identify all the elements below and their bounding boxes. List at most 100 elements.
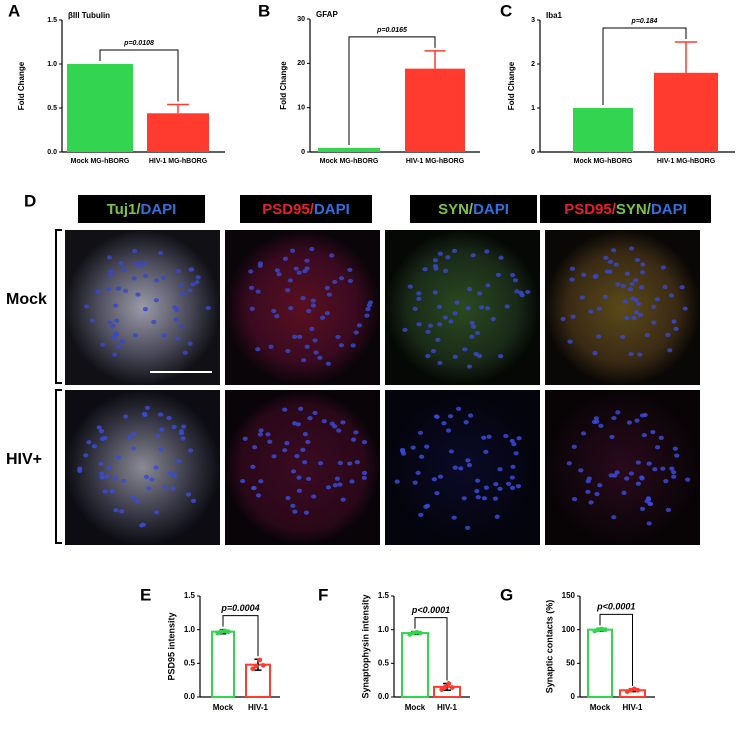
nucleus	[267, 439, 273, 444]
chart-title: Iba1	[546, 11, 563, 20]
nucleus	[505, 481, 512, 486]
y-tick-label: 0	[531, 149, 535, 156]
nucleus	[317, 461, 324, 466]
nucleus	[194, 280, 200, 285]
nucleus	[615, 410, 621, 415]
nucleus	[669, 466, 675, 471]
nucleus	[485, 306, 491, 311]
x-tick-label: HIV-1	[622, 703, 643, 712]
channel-label-part: SYN/	[616, 201, 652, 218]
nucleus	[654, 297, 661, 302]
nucleus	[642, 412, 648, 418]
nucleus	[324, 311, 330, 316]
nucleus	[91, 444, 98, 449]
bar	[147, 113, 209, 152]
nucleus	[629, 246, 635, 251]
nucleus	[187, 288, 193, 293]
nucleus	[290, 469, 297, 474]
nucleus	[422, 267, 428, 272]
nucleus	[255, 289, 261, 294]
nucleus	[454, 300, 460, 305]
nucleus	[112, 303, 119, 308]
nucleus	[274, 314, 280, 319]
nucleus	[153, 510, 160, 515]
x-tick-label: HIV-1 MG-hBORG	[406, 158, 465, 165]
nucleus	[300, 296, 306, 301]
nucleus	[282, 448, 288, 453]
channel-label-part: DAPI	[141, 201, 177, 218]
nucleus	[682, 306, 688, 311]
nucleus	[176, 459, 182, 464]
nucleus	[112, 476, 118, 481]
nucleus	[325, 361, 331, 366]
nucleus	[483, 449, 489, 455]
nucleus	[311, 494, 317, 499]
nucleus	[646, 521, 652, 526]
nucleus	[301, 358, 307, 363]
nucleus	[580, 431, 587, 436]
nucleus	[187, 341, 193, 346]
nucleus	[412, 306, 418, 311]
nucleus	[168, 471, 174, 476]
nucleus	[674, 453, 680, 458]
nucleus	[451, 515, 457, 520]
nucleus	[292, 509, 298, 514]
nucleus	[611, 248, 617, 253]
nucleus	[486, 434, 492, 439]
p-value: p=0.0165	[376, 27, 407, 34]
nucleus	[119, 339, 125, 344]
y-tick-label: 50	[566, 658, 575, 667]
y-tick-label: 0.5	[47, 105, 57, 112]
nucleus	[671, 319, 677, 324]
nucleus	[104, 474, 110, 479]
nucleus	[96, 425, 102, 430]
nucleus	[466, 364, 473, 369]
nucleus	[336, 428, 342, 433]
nucleus	[106, 255, 113, 260]
nucleus	[627, 287, 634, 292]
nucleus	[566, 461, 572, 466]
panel-d: D Tuj1/DAPI PSD95/DAPI SYN/DAPI PSD95/SYN/DA…	[6, 191, 711, 545]
error-bar	[424, 50, 446, 69]
nucleus	[462, 347, 468, 352]
nucleus	[304, 344, 310, 349]
panel-letter: A	[8, 1, 20, 20]
nucleus	[159, 427, 165, 432]
y-axis-label: Fold Change	[507, 61, 516, 110]
nucleus	[437, 474, 444, 479]
nucleus	[306, 476, 312, 482]
channel-label-part: DAPI	[314, 201, 350, 218]
nucleus	[174, 307, 180, 313]
nucleus	[295, 422, 301, 427]
nucleus	[310, 298, 316, 303]
nucleus	[142, 307, 149, 312]
nucleus	[111, 335, 117, 341]
nucleus	[620, 334, 626, 340]
nucleus	[469, 320, 475, 326]
micrograph	[225, 390, 380, 545]
nucleus	[171, 424, 177, 430]
nucleus	[624, 271, 630, 276]
nucleus	[296, 488, 303, 493]
nucleus	[268, 344, 274, 349]
nucleus	[171, 473, 178, 478]
nucleus	[178, 431, 185, 436]
nucleus	[312, 410, 318, 416]
nucleus	[187, 448, 194, 453]
nucleus	[257, 432, 263, 437]
chart-title: GFAP	[316, 10, 338, 19]
nucleus	[467, 413, 474, 418]
nucleus	[607, 259, 613, 264]
y-tick-label: 2	[531, 61, 535, 68]
nucleus	[98, 461, 104, 466]
nucleus	[361, 439, 368, 445]
y-tick-label: 20	[297, 60, 305, 67]
nucleus	[570, 314, 576, 319]
channel-label-box	[410, 195, 537, 223]
nucleus	[132, 333, 138, 338]
nucleus	[142, 273, 149, 279]
channel-label: PSD95/SYN/DAPI	[564, 201, 687, 218]
nucleus	[635, 301, 642, 307]
data-point	[253, 663, 259, 669]
nucleus	[309, 326, 315, 332]
